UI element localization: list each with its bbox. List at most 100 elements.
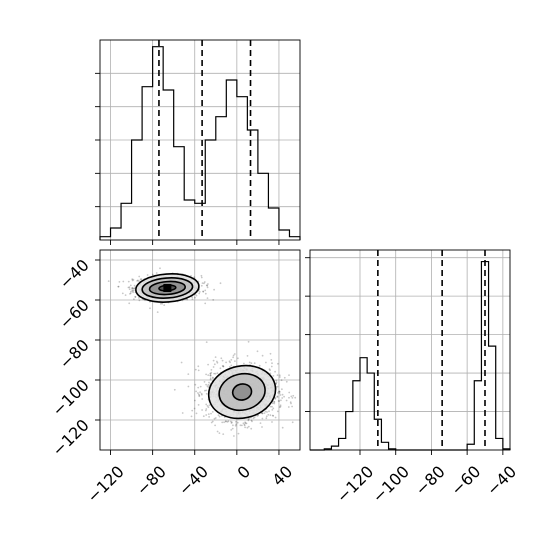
- scatter-point: [250, 419, 253, 422]
- scatter-point: [132, 287, 134, 290]
- scatter-point: [197, 392, 199, 394]
- scatter-point: [291, 405, 293, 408]
- scatter-point: [250, 427, 253, 430]
- scatter-point: [232, 354, 235, 357]
- scatter-point: [204, 289, 207, 292]
- scatter-point: [131, 289, 134, 291]
- scatter-point: [209, 372, 212, 375]
- scatter-point: [248, 417, 251, 420]
- scatter-point: [288, 374, 290, 376]
- scatter-point: [199, 391, 202, 394]
- panel-hist-y-quantiles: [377, 250, 486, 450]
- scatter-point: [131, 290, 134, 293]
- scatter-point: [281, 388, 283, 391]
- scatter-point: [107, 280, 110, 282]
- scatter-point: [117, 285, 120, 288]
- scatter-point: [244, 422, 247, 425]
- scatter-point: [212, 366, 215, 368]
- scatter-point: [231, 421, 233, 424]
- panel-scatter-frame: [99, 249, 301, 451]
- scatter-point: [279, 394, 282, 396]
- scatter-point: [138, 297, 140, 299]
- scatter-point: [191, 296, 194, 299]
- x-tick-label: −40: [483, 462, 520, 499]
- scatter-point: [256, 415, 259, 417]
- x-tick-label: −120: [83, 462, 128, 507]
- scatter-point: [265, 417, 268, 420]
- scatter-point: [222, 433, 225, 435]
- scatter-point: [140, 278, 143, 281]
- contour-line: [148, 280, 187, 296]
- scatter-point: [244, 421, 247, 424]
- scatter-point: [211, 420, 214, 423]
- scatter-point: [207, 413, 210, 415]
- scatter-point: [242, 422, 245, 425]
- scatter-point: [197, 386, 200, 389]
- scatter-point: [222, 365, 225, 368]
- scatter-point: [216, 372, 219, 375]
- scatter-point: [117, 285, 120, 288]
- scatter-point: [221, 421, 224, 424]
- scatter-point: [275, 381, 278, 384]
- scatter-point: [136, 280, 139, 282]
- scatter-point: [274, 398, 277, 400]
- density-fill: [232, 383, 252, 401]
- scatter-point: [269, 414, 272, 417]
- scatter-point: [209, 374, 212, 377]
- histogram-step: [99, 46, 301, 240]
- panel-hist-y: −120−100−80−60−40: [305, 249, 520, 506]
- y-tick-label: −60: [56, 295, 93, 332]
- scatter-point: [163, 304, 166, 306]
- scatter-point: [280, 379, 283, 382]
- scatter-point: [290, 395, 293, 398]
- scatter-point: [277, 392, 279, 394]
- scatter-point: [229, 361, 232, 364]
- scatter-point: [245, 422, 248, 425]
- x-tick-label: −60: [447, 462, 484, 499]
- scatter-point: [230, 422, 233, 424]
- scatter-point: [217, 414, 220, 417]
- scatter-point: [191, 409, 194, 412]
- scatter-point: [198, 395, 201, 398]
- scatter-point: [213, 372, 216, 375]
- scatter-point: [230, 429, 233, 431]
- scatter-point: [133, 287, 135, 290]
- scatter-point: [131, 279, 134, 282]
- scatter-point: [235, 420, 237, 423]
- scatter-point: [138, 280, 140, 282]
- scatter-point: [278, 392, 281, 395]
- scatter-point: [187, 373, 190, 375]
- scatter-point: [190, 415, 193, 418]
- scatter-point: [274, 370, 276, 373]
- panel-hist-x-ticks: [95, 72, 280, 245]
- scatter-point: [205, 373, 208, 376]
- scatter-point: [279, 404, 282, 407]
- x-tick-label: −80: [133, 462, 170, 499]
- scatter-point: [132, 291, 135, 294]
- scatter-point: [207, 283, 209, 285]
- scatter-point: [229, 420, 232, 423]
- scatter-point: [146, 274, 149, 276]
- scatter-point: [277, 362, 279, 365]
- scatter-point: [191, 298, 194, 300]
- scatter-point: [214, 356, 217, 358]
- scatter-point: [195, 294, 198, 297]
- scatter-point: [222, 365, 225, 368]
- scatter-point: [259, 422, 262, 424]
- scatter-point: [197, 369, 200, 372]
- scatter-point: [213, 417, 216, 420]
- density-peak: [163, 284, 172, 292]
- contour-line: [141, 277, 194, 299]
- density-contours: [135, 273, 277, 420]
- scatter-point: [267, 413, 270, 416]
- scatter-point: [278, 390, 281, 393]
- scatter-point: [274, 416, 277, 419]
- y-tick-label: −80: [56, 335, 93, 372]
- scatter-point: [203, 282, 205, 285]
- scatter-point: [200, 274, 203, 277]
- scatter-point: [198, 394, 201, 397]
- scatter-point: [294, 396, 297, 399]
- scatter-point: [209, 378, 212, 381]
- contour-line: [231, 383, 253, 401]
